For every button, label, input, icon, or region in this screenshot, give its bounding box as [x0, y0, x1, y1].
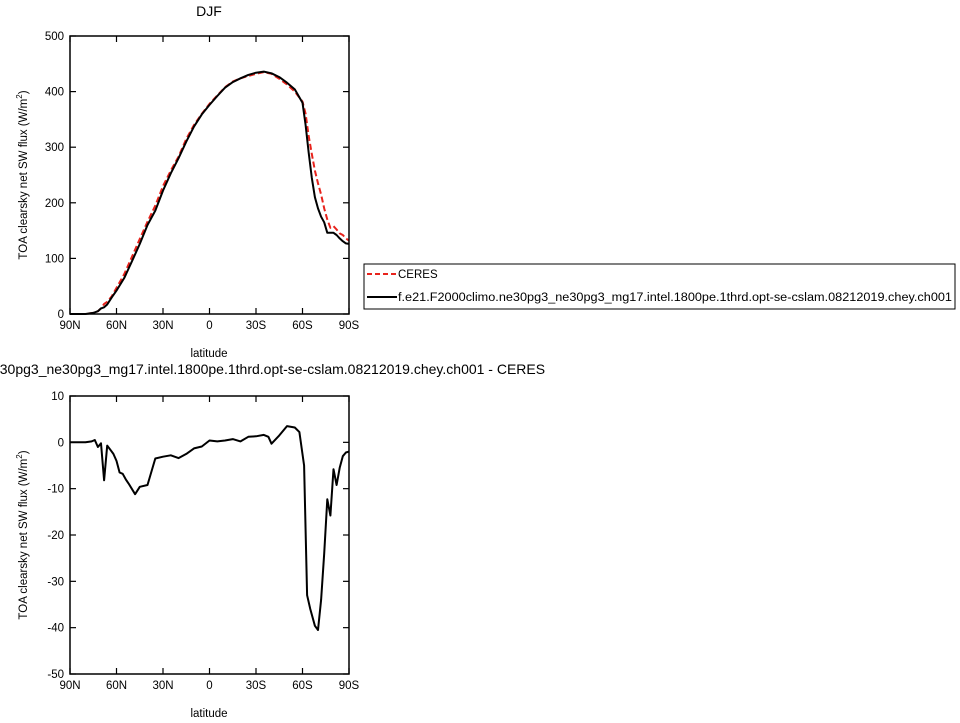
x-tick-label: 30S: [246, 680, 267, 692]
y-tick-label: -40: [47, 623, 64, 635]
x-tick-label: 90S: [339, 320, 360, 332]
x-tick-label: 30S: [246, 320, 267, 332]
legend: CERES f.e21.F2000climo.ne30pg3_ne30pg3_m…: [363, 263, 956, 310]
bottom-panel-title: f.e21.F2000climo.ne30pg3_ne30pg3_mg17.in…: [0, 361, 545, 377]
bottom-panel-xlabel: latitude: [190, 708, 227, 720]
bottom-panel-ylabel: TOA clearsky net SW flux (W/m2): [15, 450, 30, 619]
top-panel-title: DJF: [196, 3, 222, 19]
y-tick-label: 500: [45, 31, 64, 43]
x-tick-label: 60S: [292, 680, 313, 692]
x-tick-label: 30N: [152, 320, 173, 332]
legend-box: [363, 263, 956, 310]
y-tick-label: -20: [47, 530, 64, 542]
x-tick-label: 60S: [292, 320, 313, 332]
top-panel-series: [70, 70, 350, 315]
y-tick-label: -50: [47, 669, 64, 681]
series-line-1: [70, 425, 350, 631]
series-line-2: [70, 70, 350, 315]
top-panel: DJF 90N 60N 30N 0 30S 60S 90S0100200300400500 …: [15, 3, 360, 360]
y-tick-label: 100: [45, 253, 64, 265]
top-panel-xlabel: latitude: [190, 348, 227, 360]
y-tick-label: 0: [58, 309, 64, 321]
x-tick-label: 30N: [152, 680, 173, 692]
legend-label-model: f.e21.F2000climo.ne30pg3_ne30pg3_mg17.in…: [398, 292, 952, 304]
x-tick-label: 60N: [106, 680, 127, 692]
y-tick-label: -10: [47, 484, 64, 496]
top-panel-ticks: 90N 60N 30N 0 30S 60S 90S 0 100 200 300 400 500: [45, 31, 360, 332]
series-line-1: [70, 71, 350, 315]
top-panel-frame: [69, 35, 350, 315]
y-tick-label: 0: [58, 437, 64, 449]
y-tick-label: 300: [45, 142, 64, 154]
y-tick-label: 200: [45, 198, 64, 210]
legend-label-ceres: CERES: [398, 269, 438, 281]
y-tick-label: 400: [45, 87, 64, 99]
x-tick-label: 90N: [59, 680, 80, 692]
top-panel-ylabel: TOA clearsky net SW flux (W/m2): [15, 90, 30, 259]
x-tick-label: 0: [206, 320, 212, 332]
x-tick-label: 90S: [339, 680, 360, 692]
bottom-panel-frame: [69, 395, 350, 675]
x-tick-label: 60N: [106, 320, 127, 332]
bottom-panel: f.e21.F2000climo.ne30pg3_ne30pg3_mg17.in…: [0, 361, 545, 720]
x-tick-label: 90N: [59, 320, 80, 332]
bottom-panel-ticks: 90N 60N 30N 0 30S 60S 90S -50 -40 -30 -20 -10 0 10: [47, 391, 359, 692]
y-tick-label: -30: [47, 576, 64, 588]
y-tick-label: 10: [51, 391, 64, 403]
x-tick-label: 0: [206, 680, 212, 692]
bottom-panel-series: [70, 425, 350, 631]
